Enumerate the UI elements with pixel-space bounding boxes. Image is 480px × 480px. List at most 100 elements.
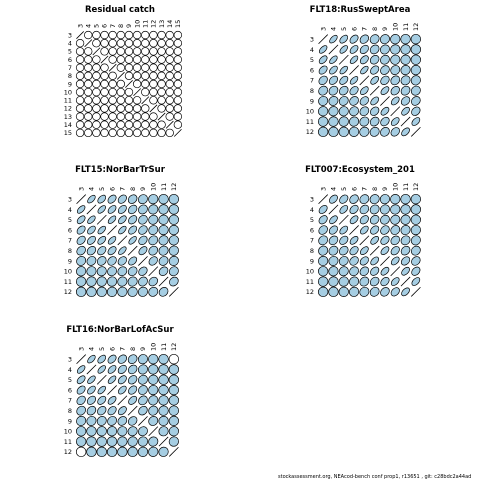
correlation-ellipse <box>329 34 338 44</box>
correlation-ellipse <box>390 96 400 106</box>
correlation-ellipse <box>138 405 148 416</box>
correlation-ellipse <box>328 225 339 235</box>
correlation-ellipse <box>401 127 410 137</box>
correlation-ellipse <box>116 96 126 105</box>
correlation-ellipse <box>318 215 328 225</box>
correlation-ellipse <box>75 426 87 437</box>
correlation-ellipse <box>97 246 107 256</box>
diagonal-mark <box>168 446 179 457</box>
correlation-ellipse <box>92 120 101 129</box>
row-label: 5 <box>68 216 72 224</box>
correlation-ellipse <box>92 128 101 138</box>
correlation-ellipse <box>411 106 421 116</box>
correlation-ellipse <box>168 266 179 277</box>
correlation-ellipse <box>390 287 400 297</box>
correlation-ellipse <box>168 395 180 406</box>
column-label: 8 <box>129 187 137 191</box>
correlation-ellipse <box>173 47 183 56</box>
correlation-ellipse <box>116 128 126 138</box>
correlation-ellipse <box>400 256 411 266</box>
correlation-ellipse <box>116 47 126 56</box>
correlation-ellipse <box>132 96 142 105</box>
correlation-ellipse <box>148 416 159 426</box>
correlation-ellipse <box>173 87 183 97</box>
column-label: 8 <box>371 27 379 31</box>
correlation-ellipse <box>158 395 169 406</box>
correlation-ellipse <box>75 39 85 48</box>
correlation-ellipse <box>411 117 421 126</box>
correlation-ellipse <box>157 47 166 56</box>
correlation-ellipse <box>87 354 96 364</box>
row-label: 6 <box>68 386 72 394</box>
row-label: 10 <box>64 268 72 276</box>
correlation-ellipse <box>92 112 101 121</box>
correlation-ellipse <box>118 246 127 255</box>
correlation-ellipse <box>165 30 174 40</box>
correlation-ellipse <box>100 63 109 72</box>
correlation-ellipse <box>100 71 109 81</box>
diagonal-mark <box>158 436 169 447</box>
correlation-ellipse <box>124 120 134 129</box>
correlation-ellipse <box>124 30 134 40</box>
correlation-ellipse <box>108 71 117 81</box>
correlation-ellipse <box>84 87 93 97</box>
column-label: 7 <box>109 24 117 28</box>
correlation-ellipse <box>328 85 339 96</box>
correlation-ellipse <box>75 120 85 129</box>
correlation-ellipse <box>124 47 134 56</box>
correlation-ellipse <box>97 205 106 214</box>
correlation-ellipse <box>108 112 117 121</box>
correlation-ellipse <box>127 416 138 426</box>
correlation-ellipse <box>339 245 349 256</box>
correlation-ellipse <box>128 385 138 395</box>
correlation-ellipse <box>75 128 85 138</box>
correlation-ellipse <box>128 375 138 385</box>
correlation-ellipse <box>92 30 101 40</box>
correlation-ellipse <box>127 286 138 297</box>
correlation-ellipse <box>107 246 117 256</box>
correlation-ellipse <box>410 54 422 65</box>
row-label: 9 <box>68 80 72 88</box>
correlation-ellipse <box>339 85 349 96</box>
correlation-ellipse <box>165 39 174 48</box>
correlation-ellipse <box>165 96 174 105</box>
correlation-ellipse <box>75 87 85 97</box>
correlation-ellipse <box>128 215 138 225</box>
correlation-ellipse <box>401 106 410 116</box>
correlation-ellipse <box>359 55 369 65</box>
row-label: 6 <box>68 226 72 234</box>
correlation-ellipse <box>97 354 107 364</box>
column-label: 11 <box>160 183 168 191</box>
correlation-ellipse <box>148 374 159 385</box>
correlation-ellipse <box>390 235 400 246</box>
correlation-ellipse <box>390 127 400 137</box>
column-label: 14 <box>166 20 174 28</box>
correlation-ellipse <box>338 266 349 277</box>
row-label: 12 <box>306 288 314 296</box>
correlation-ellipse <box>165 128 174 138</box>
correlation-ellipse <box>92 96 101 105</box>
diagonal-mark <box>168 286 179 297</box>
correlation-ellipse <box>380 44 390 55</box>
row-label: 7 <box>68 64 72 72</box>
correlation-ellipse <box>359 96 369 106</box>
row-label: 3 <box>310 35 314 43</box>
correlation-ellipse <box>132 39 142 48</box>
correlation-ellipse <box>173 112 183 121</box>
correlation-ellipse <box>132 79 142 89</box>
correlation-ellipse <box>370 266 380 276</box>
diagonal-mark <box>410 126 421 137</box>
correlation-ellipse <box>165 63 174 72</box>
correlation-ellipse <box>369 34 380 45</box>
correlation-ellipse <box>149 112 158 121</box>
correlation-ellipse <box>349 45 359 54</box>
correlation-ellipse <box>369 126 380 137</box>
correlation-ellipse <box>349 76 359 85</box>
correlation-ellipse <box>116 39 126 48</box>
correlation-ellipse <box>97 236 107 245</box>
correlation-ellipse <box>410 224 421 236</box>
correlation-ellipse <box>369 204 380 215</box>
correlation-ellipse <box>168 374 180 385</box>
correlation-ellipse <box>401 266 410 276</box>
correlation-ellipse <box>338 126 349 138</box>
